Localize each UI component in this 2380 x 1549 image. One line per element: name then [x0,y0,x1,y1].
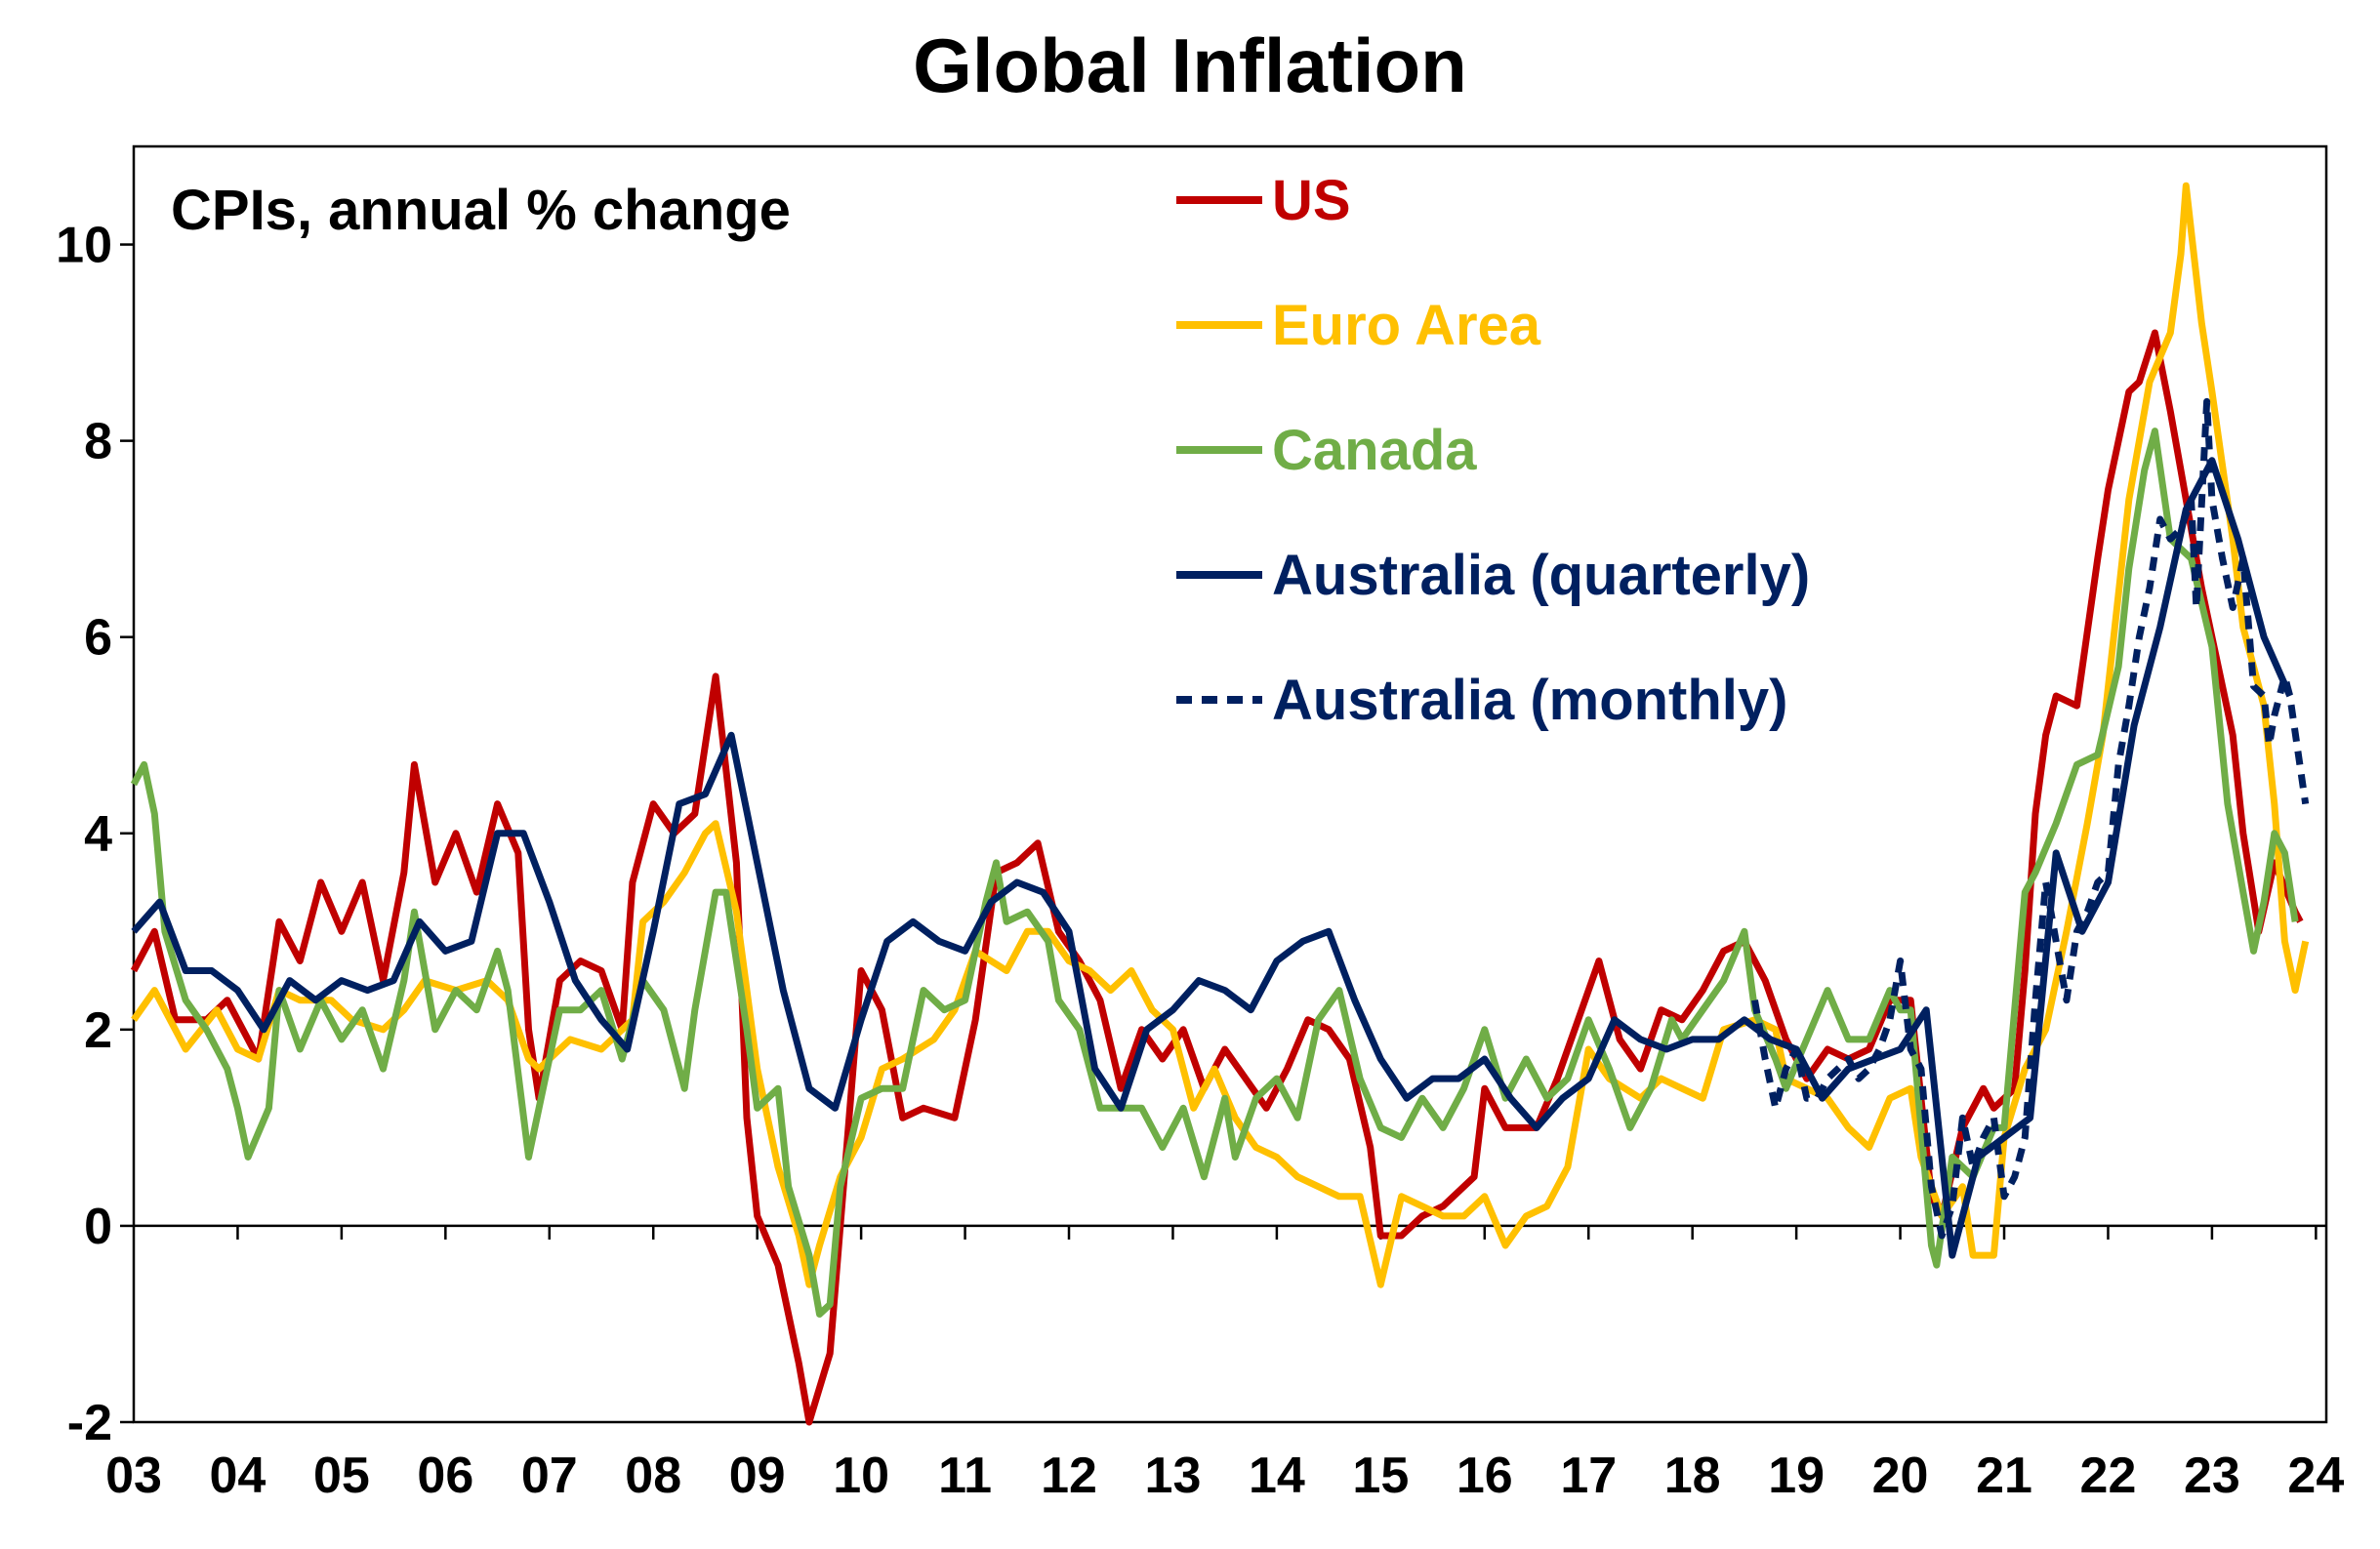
x-tick-label: 18 [1664,1447,1721,1504]
series-line-us [130,329,2304,1426]
y-tick-label: 0 [84,1199,112,1255]
x-tick-label: 10 [833,1447,889,1504]
x-tick-label: 07 [521,1447,578,1504]
x-tick-label: 13 [1145,1447,1202,1504]
y-tick-label: 8 [84,414,112,470]
legend-label: Canada [1272,419,1477,482]
x-tick-label: 14 [1249,1447,1305,1504]
x-tick-label: 23 [2184,1447,2240,1504]
x-tick-label: 08 [625,1447,681,1504]
legend-label: Australia (quarterly) [1272,544,1810,607]
y-tick-label: 6 [84,610,112,667]
y-tick-label: 4 [84,806,112,863]
x-tick-label: 21 [1976,1447,2032,1504]
series-line-australia-monthly [1751,397,2310,1240]
x-tick-label: 24 [2287,1447,2344,1504]
x-tick-label: 20 [1872,1447,1929,1504]
legend-label: Euro Area [1272,294,1541,357]
legend-label: Australia (monthly) [1272,669,1788,732]
x-tick-label: 16 [1457,1447,1513,1504]
x-axis: 03 04 05 06 07 08 09 10 11 12 13 14 15 16 17 18 19 20 21 22… [105,1225,2344,1504]
x-tick-label: 04 [210,1447,267,1504]
x-tick-label: 22 [2080,1447,2137,1504]
y-tick-label: -2 [67,1395,112,1451]
legend-label: US [1272,169,1351,232]
y-tick-label: 2 [84,1002,112,1059]
chart-title: Global Inflation [913,22,1467,108]
x-tick-label: 11 [938,1447,992,1504]
chart-annotation: CPIs, annual % change [171,179,791,242]
legend: US Euro Area Canada Australia (quarterly) Au… [1176,169,1810,732]
x-tick-label: 17 [1560,1447,1617,1504]
x-tick-label: 12 [1041,1447,1097,1504]
y-tick-label: 10 [56,218,112,274]
series-group [130,182,2310,1426]
x-tick-label: 09 [729,1447,786,1504]
x-tick-label: 19 [1768,1447,1825,1504]
x-tick-label: 06 [417,1447,473,1504]
x-tick-label: 05 [313,1447,370,1504]
x-tick-label: 15 [1352,1447,1409,1504]
y-axis: -2 0 2 4 6 8 10 [56,218,134,1451]
series-line-australia-quarterly [131,457,2293,1259]
x-tick-label: 03 [105,1447,162,1504]
